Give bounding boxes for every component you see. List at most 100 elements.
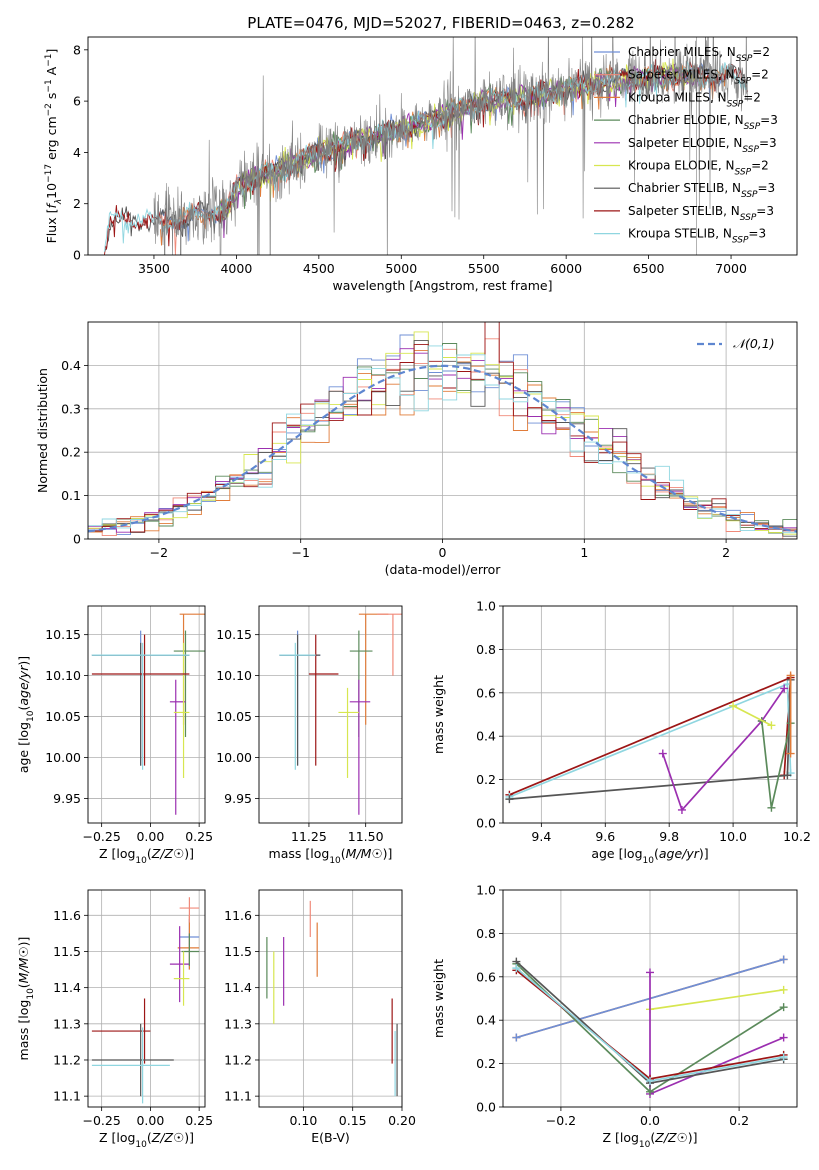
weight-marker (780, 684, 789, 693)
y-tick-label: 11.5 (53, 944, 81, 959)
weight_vs_age-plot-area (505, 671, 795, 814)
axes-frame (258, 889, 403, 1108)
x-tick-label: 0.0 (640, 1113, 660, 1128)
data-spectrum-line (153, 37, 748, 255)
y-tick-label: 0.6 (476, 685, 496, 700)
y-tick-label: 11.4 (224, 980, 252, 995)
y-tick-label: 10.05 (216, 709, 252, 724)
axes-frame (87, 605, 206, 824)
weight_vs_age-panel: 9.4 9.6 9.8 10.0 10.2 0.0 0.2 0.4 0.6 0.8 1.0 age [… (431, 599, 811, 867)
x-tick-label: 4000 (220, 261, 252, 276)
weight-marker (505, 795, 514, 804)
weight-marker (677, 805, 686, 814)
legend-label: Chabrier MILES, NSSP=2 (628, 45, 770, 64)
x-tick-label: 4500 (303, 261, 335, 276)
x-tick-label: 5000 (385, 261, 417, 276)
weight_vs_Z-plot-area (512, 955, 788, 1098)
y-tick-label: 4 (73, 145, 81, 160)
y-tick-label: 11.3 (53, 1016, 81, 1031)
y-tick-label: 10.00 (45, 750, 81, 765)
axes-frame (258, 605, 403, 824)
legend-label: Chabrier STELIB, NSSP=3 (628, 181, 775, 200)
y-tick-label: 0.0 (476, 1100, 496, 1115)
x-axis-label: E(B-V) (311, 1130, 350, 1145)
y-axis-label: Flux [fλ10−17 erg cm−2 s−1 A−1] (44, 49, 64, 244)
axes-frame (502, 889, 798, 1108)
x-tick-label: −0.25 (82, 829, 120, 844)
weight_vs_Z-panel: −0.2 0.0 0.2 0.0 0.2 0.4 0.6 0.8 1.0 Z [log10(Z/Z… (431, 883, 798, 1150)
y-axis-label: Normed distribution (35, 368, 50, 493)
mass_vs_EBV-panel: 0.10 0.15 0.20 11.1 11.2 11.3 11.4 11.5 11.6 E(B-… (224, 889, 416, 1145)
axes-frame (502, 605, 798, 824)
y-tick-label: 0 (73, 248, 81, 263)
y-axis-label: mass [log10(M/M☉)] (16, 937, 36, 1061)
y-tick-label: 2 (73, 196, 81, 211)
x-tick-label: 9.6 (595, 829, 615, 844)
y-tick-label: 11.1 (224, 1089, 252, 1104)
weight-line (649, 988, 784, 1011)
x-tick-label: 3500 (138, 261, 170, 276)
y-tick-label: 0.4 (476, 729, 496, 744)
weight-marker (512, 964, 521, 973)
mass_vs_Z-panel: −0.25 0.00 0.25 11.1 11.2 11.3 11.4 11.5 11.6 Z [… (16, 889, 213, 1150)
legend-label: Salpeter ELODIE, NSSP=3 (628, 136, 777, 155)
y-axis-label: age [log10(age/yr)] (16, 656, 36, 773)
x-tick-label: 0.25 (185, 1113, 213, 1128)
weight-marker (779, 1033, 788, 1042)
weight-marker (767, 803, 776, 812)
y-tick-label: 0.2 (61, 445, 81, 460)
y-tick-label: 0.4 (476, 1013, 496, 1028)
x-tick-label: 6000 (550, 261, 582, 276)
weight-marker (779, 1053, 788, 1062)
y-tick-label: 11.6 (224, 908, 252, 923)
weight-marker (767, 721, 776, 730)
y-axis-label: mass weight (431, 959, 446, 1038)
x-tick-label: −0.25 (82, 1113, 120, 1128)
y-tick-label: 10.10 (45, 668, 81, 683)
x-tick-label: 7000 (715, 261, 747, 276)
y-tick-label: 1.0 (476, 883, 496, 898)
residuals-panel: −2 −1 0 1 2 0 0.1 0.2 0.3 0.4 (data-model)/error No… (35, 321, 798, 577)
x-tick-label: 2 (722, 545, 730, 560)
x-tick-label: 6500 (633, 261, 665, 276)
axes-frame (87, 889, 206, 1108)
age_vs_mass-plot-area (279, 613, 402, 815)
y-tick-label: 0.2 (476, 772, 496, 787)
y-tick-label: 11.1 (53, 1089, 81, 1104)
y-tick-label: 10.15 (216, 627, 252, 642)
x-tick-label: 0.2 (729, 1113, 749, 1128)
spectrum-panel: 3500 4000 4500 5000 5500 6000 6500 7000 0 2 4 6 8 wav… (44, 36, 798, 293)
x-tick-label: 10.2 (783, 829, 811, 844)
x-axis-label: Z [log10(Z/Z☉)] (602, 1130, 697, 1150)
weight-marker (779, 1003, 788, 1012)
y-tick-label: 0.8 (476, 926, 496, 941)
x-tick-label: 0 (439, 545, 447, 560)
x-tick-label: 9.8 (659, 829, 679, 844)
y-tick-label: 0 (73, 532, 81, 547)
weight-marker (658, 749, 667, 758)
weight-marker (783, 771, 792, 780)
y-tick-label: 10.05 (45, 709, 81, 724)
legend-label: Kroupa ELODIE, NSSP=2 (628, 159, 769, 178)
x-tick-label: 1 (580, 545, 588, 560)
weight-line (732, 705, 772, 727)
weight-marker (646, 968, 654, 977)
x-axis-label: wavelength [Angstrom, rest frame] (332, 278, 552, 293)
x-tick-label: 0.10 (289, 1113, 317, 1128)
x-tick-label: 0.00 (136, 1113, 164, 1128)
y-tick-label: 0.1 (61, 488, 81, 503)
axes-frame (87, 36, 798, 256)
legend-label: Kroupa STELIB, NSSP=3 (628, 227, 766, 246)
y-tick-label: 0.8 (476, 642, 496, 657)
y-tick-label: 11.5 (224, 944, 252, 959)
x-axis-label: Z [log10(Z/Z☉)] (99, 846, 194, 866)
y-tick-label: 0.4 (61, 358, 81, 373)
y-tick-label: 0.3 (61, 401, 81, 416)
figure-title: PLATE=0476, MJD=52027, FIBERID=0463, z=0… (247, 14, 634, 32)
weight-line (509, 682, 792, 798)
x-tick-label: 0.25 (185, 829, 213, 844)
axes-frame (87, 321, 798, 540)
y-tick-label: 9.95 (224, 791, 252, 806)
residual-histogram (88, 345, 797, 539)
y-tick-label: 1.0 (476, 599, 496, 614)
